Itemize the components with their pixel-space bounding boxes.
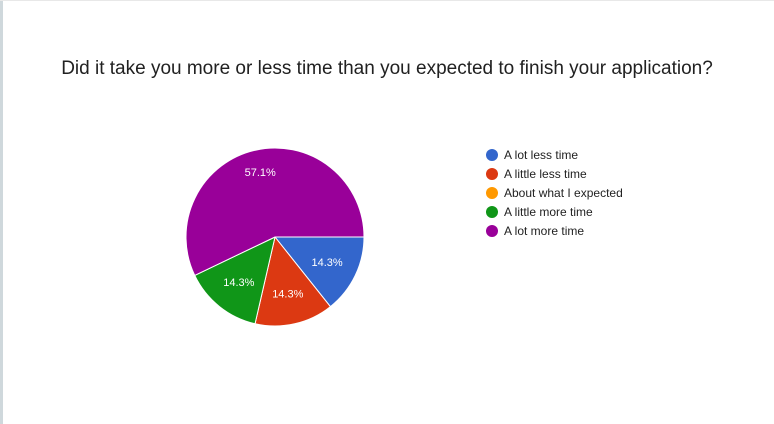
legend-item-about-what-i-expected[interactable]: About what I expected	[486, 183, 623, 202]
legend-item-a-little-less-time[interactable]: A little less time	[486, 164, 623, 183]
legend-item-a-lot-less-time[interactable]: A lot less time	[486, 145, 623, 164]
pie-slice-a-lot-less-time[interactable]	[273, 236, 365, 308]
legend-label-a-lot-less-time: A lot less time	[504, 147, 579, 162]
pie-slice-a-little-more-time[interactable]	[194, 236, 276, 325]
pie-slice-a-lot-more-time[interactable]	[185, 147, 365, 277]
legend-swatch-a-little-more-time	[486, 205, 498, 218]
chart-title: Did it take you more or less time than y…	[61, 58, 713, 79]
legend-item-a-little-more-time[interactable]: A little more time	[486, 202, 623, 221]
legend-label-a-lot-more-time: A lot more time	[504, 223, 585, 238]
legend-label-a-little-more-time: A little more time	[504, 204, 593, 219]
pie-label-a-lot-more-time: 57.1%	[245, 167, 276, 179]
pie-label-a-little-less-time: 14.3%	[272, 288, 303, 300]
legend-swatch-a-lot-more-time	[486, 224, 498, 237]
legend-swatch-a-lot-less-time	[486, 148, 498, 161]
legend-swatch-about-what-i-expected	[486, 186, 498, 199]
legend-label-about-what-i-expected: About what I expected	[504, 185, 623, 200]
top-border	[0, 0, 774, 1]
legend-swatch-a-little-less-time	[486, 167, 498, 180]
pie-slice-a-little-less-time[interactable]	[254, 235, 332, 327]
left-border	[0, 0, 3, 424]
legend-item-a-lot-more-time[interactable]: A lot more time	[486, 221, 623, 240]
pie-label-a-lot-less-time: 14.3%	[312, 257, 343, 269]
pie-label-a-little-more-time: 14.3%	[223, 277, 254, 289]
legend-label-a-little-less-time: A little less time	[504, 166, 587, 181]
pie-chart: 14.3% 14.3% 14.3% 57.1%	[185, 147, 365, 327]
chart-legend: A lot less time A little less time About w…	[486, 145, 623, 240]
